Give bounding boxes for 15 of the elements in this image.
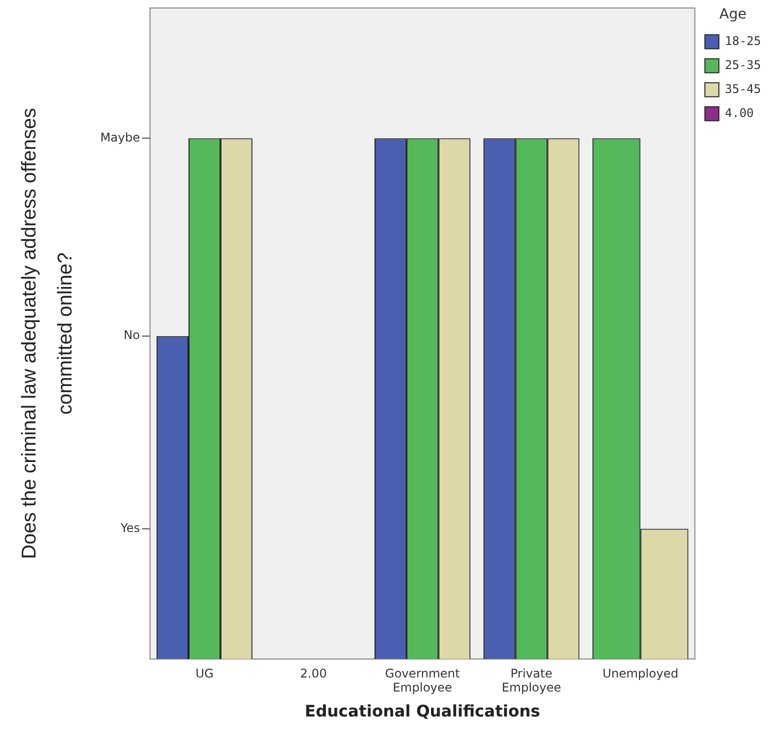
text: No (124, 328, 140, 342)
y-axis-title: Does the criminal law adequately address offenses committed online? (18, 108, 77, 559)
text: Yes (120, 520, 140, 535)
text: Maybe (100, 130, 140, 144)
x-tick-label: 2.00 (300, 666, 327, 680)
x-axis-title: Educational Qualifications (304, 702, 540, 721)
legend-label: 18-25 (724, 34, 761, 48)
legend-title: Age (719, 6, 746, 23)
x-tick-label: UG (195, 666, 214, 680)
legend-label: 25-35 (724, 58, 761, 72)
x-tick-label: Private Employee (502, 666, 562, 695)
x-tick-label: Unemployed (602, 666, 678, 680)
legend-label: 4.00 (724, 106, 754, 120)
x-tick-label: Government Employee (385, 666, 460, 695)
legend-label: 35-45 (724, 82, 761, 96)
